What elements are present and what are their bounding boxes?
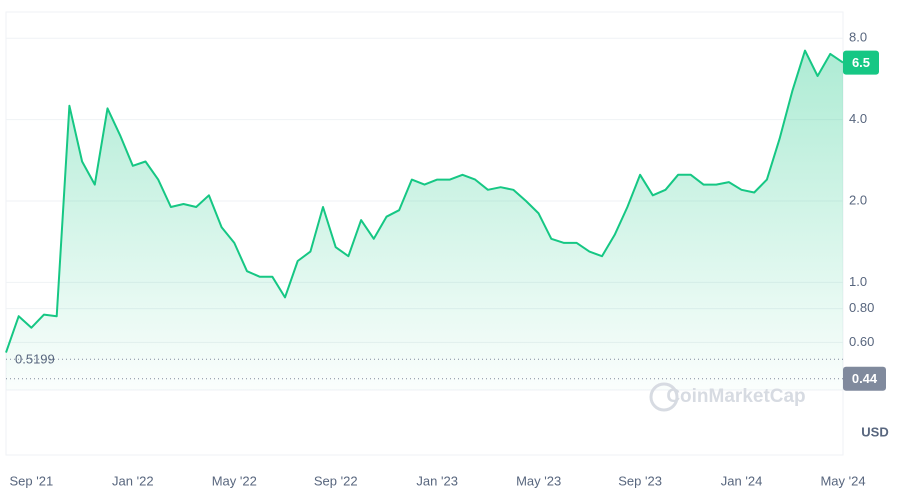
price-line <box>5 49 844 353</box>
axis-marker-badge <box>843 366 886 391</box>
x-tick-label: Sep '23 <box>618 473 662 488</box>
x-tick-label: May '22 <box>212 473 257 488</box>
watermark-logo <box>649 382 679 412</box>
y-tick-label: 0.60 <box>849 334 874 349</box>
y-tick-label: 0.80 <box>849 300 874 315</box>
x-tick-label: Jan '24 <box>721 473 763 488</box>
x-tick-label: May '24 <box>820 473 865 488</box>
current-price-badge <box>843 50 879 75</box>
price-area <box>6 50 843 390</box>
x-tick-label: Sep '22 <box>314 473 358 488</box>
low-price-label: 0.5199 <box>15 352 55 367</box>
y-tick-label: 8.0 <box>849 30 867 45</box>
axis-marker-label: 0.44 <box>852 371 878 386</box>
y-tick-label: 4.0 <box>849 111 867 126</box>
x-tick-label: May '23 <box>516 473 561 488</box>
current-price-label: 6.5 <box>852 55 870 70</box>
watermark: CoinMarketCap <box>666 386 805 407</box>
y-tick-label: 2.0 <box>849 192 867 207</box>
x-tick-label: Jan '22 <box>112 473 154 488</box>
x-tick-label: Jan '23 <box>416 473 458 488</box>
y-tick-label: 1.0 <box>849 274 867 289</box>
currency-label: USD <box>861 424 888 439</box>
x-tick-label: Sep '21 <box>10 473 54 488</box>
